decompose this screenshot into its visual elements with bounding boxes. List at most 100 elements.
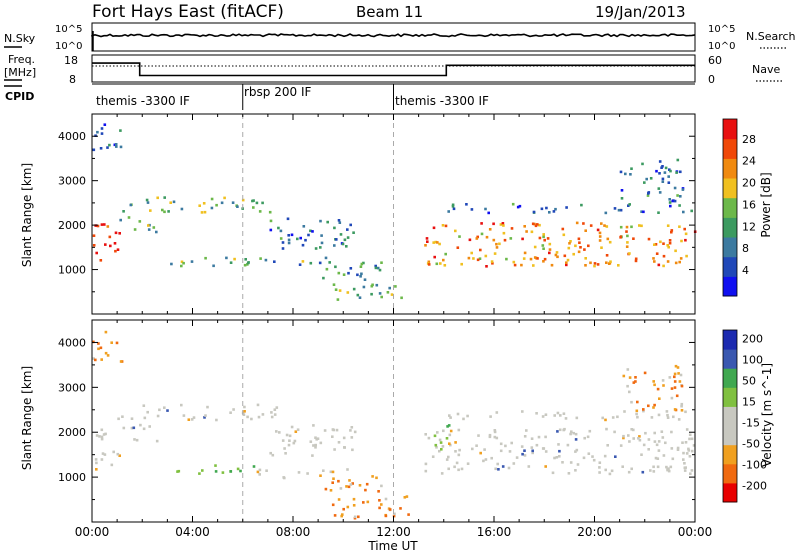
y-tick-label: 1000: [58, 264, 86, 277]
colorbar-swatch: [723, 444, 737, 465]
velocity-frame: [91, 319, 696, 523]
time-tick-label: 20:00: [577, 525, 612, 539]
colorbar-tick-label: 8: [742, 242, 749, 255]
cpid-segment-2: rbsp 200 IF: [244, 85, 311, 99]
colorbar-border: [722, 329, 738, 503]
colorbar-swatch: [723, 119, 737, 140]
colorbar-swatch: [723, 217, 737, 238]
noise-right-label: N.Search: [746, 30, 796, 43]
echo-region-6: [256, 468, 333, 480]
beam-title: Beam 11: [356, 3, 423, 21]
echo-region-5: [176, 464, 256, 475]
colorbar-swatch: [723, 158, 737, 179]
freq-label-line1: Freq.: [8, 53, 35, 66]
noise-right-tick-top: 10^5: [708, 24, 735, 35]
colorbar-tick-label: -200: [742, 479, 767, 492]
power-panel: Slant Range [km] 4000 3000 2000 1000 28 24 20…: [20, 113, 773, 315]
colorbar-tick-label: 16: [742, 198, 756, 211]
power-colorbar-label: Power [dB]: [759, 172, 773, 237]
colorbar-swatch: [723, 237, 737, 258]
echo-region-9: [331, 495, 410, 520]
colorbar-tick-label: 12: [742, 220, 756, 233]
colorbar-tick-label: 200: [742, 333, 763, 346]
freq-label-line2: [MHz]: [4, 66, 36, 79]
colorbar-tick-label: -100: [742, 458, 767, 471]
colorbar-swatch: [723, 425, 737, 446]
velocity-colorbar-label: Velocity [m s^-1]: [760, 363, 774, 467]
nave-label: Nave: [752, 63, 780, 76]
colorbar-tick-label: -50: [742, 438, 760, 451]
colorbar-swatch: [723, 138, 737, 159]
time-tick-label: 12:00: [376, 525, 411, 539]
echo-region-14: [92, 330, 124, 363]
noise-sky-line: [91, 33, 696, 38]
velocity-yticks: 4000 3000 2000 1000: [58, 336, 86, 484]
freq-tick-bottom: 8: [69, 73, 76, 86]
colorbar-border: [722, 118, 738, 297]
colorbar-swatch: [723, 463, 737, 484]
echo-region-12: [448, 409, 687, 422]
cpid-segment-1: themis -3300 IF: [96, 94, 190, 108]
echo-region-9: [424, 221, 697, 268]
echo-region-8: [319, 468, 383, 493]
echo-region-10: [424, 427, 696, 476]
echo-region-10: [447, 202, 693, 215]
power-yticks: 4000 3000 2000 1000: [58, 130, 86, 276]
y-tick-label: 2000: [58, 426, 86, 439]
y-tick-label: 2000: [58, 219, 86, 232]
power-frame: [91, 113, 696, 315]
time-tick-label: 16:00: [477, 525, 512, 539]
colorbar-swatch: [723, 349, 737, 369]
colorbar-swatch: [723, 482, 737, 503]
noise-left-tick-top: 10^5: [55, 24, 82, 35]
echo-region-1: [94, 428, 121, 471]
noise-panel: N.Sky 10^5 10^0 10^5 10^0 N.Search: [4, 22, 796, 52]
echo-region-11: [433, 424, 451, 451]
y-tick-label: 3000: [58, 381, 86, 394]
time-tick-label: 08:00: [276, 525, 311, 539]
power-echo-layer: [92, 123, 697, 301]
colorbar-tick-label: 4: [742, 264, 749, 277]
time-axis-label: Time UT: [367, 539, 418, 553]
power-colorbar: 28 24 20 16 12 8 4: [722, 118, 756, 297]
velocity-echo-layer: [92, 330, 696, 520]
echo-region-12: [92, 123, 123, 152]
colorbar-tick-label: 20: [742, 177, 756, 190]
cpid-label: CPID: [5, 90, 34, 103]
echo-region-7: [269, 424, 357, 457]
echo-region-7: [318, 261, 383, 281]
nave-tick-bottom: 0: [708, 73, 715, 86]
colorbar-swatch: [723, 256, 737, 277]
colorbar-swatch: [723, 178, 737, 199]
velocity-panel: Slant Range [km] 4000 3000 2000 1000 200 100…: [20, 319, 774, 523]
cpid-segment-3: themis -3300 IF: [395, 94, 489, 108]
nave-tick-top: 60: [708, 54, 722, 67]
colorbar-swatch: [723, 330, 737, 350]
date-title: 19/Jan/2013: [595, 3, 686, 21]
noise-panel-frame: [91, 22, 696, 52]
cpid-panel: CPID themis -3300 IF rbsp 200 IF themis …: [4, 83, 695, 110]
time-tick-label: 04:00: [175, 525, 210, 539]
colorbar-swatch: [723, 387, 737, 407]
echo-region-8: [332, 283, 403, 301]
freq-line: [92, 62, 695, 77]
colorbar-tick-label: 100: [742, 354, 763, 367]
noise-right-tick-bottom: 10^0: [708, 41, 735, 52]
y-tick-label: 4000: [58, 336, 86, 349]
velocity-ylabel: Slant Range [km]: [20, 366, 34, 470]
echo-region-6: [269, 217, 355, 250]
radar-title: Fort Hays East (fitACF): [92, 2, 284, 22]
echo-region-3: [133, 220, 158, 234]
colorbar-tick-label: 50: [742, 375, 756, 388]
freq-tick-top: 18: [64, 54, 78, 67]
noise-left-tick-bottom: 10^0: [55, 41, 82, 52]
y-tick-label: 3000: [58, 175, 86, 188]
colorbar-swatch: [723, 406, 737, 426]
time-tick-label: 00:00: [75, 525, 110, 539]
echo-region-1: [92, 223, 121, 262]
power-ylabel: Slant Range [km]: [20, 163, 34, 267]
echo-region-5: [170, 256, 328, 268]
echo-region-3: [132, 423, 159, 443]
echo-region-4: [142, 403, 279, 422]
